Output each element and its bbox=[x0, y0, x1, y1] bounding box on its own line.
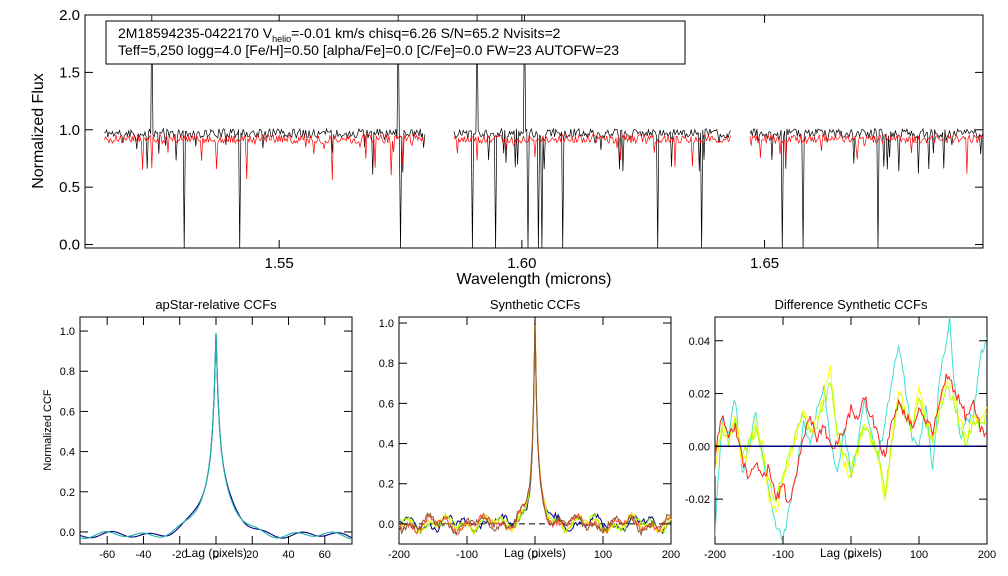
difference-series-diff-yellow bbox=[715, 364, 987, 515]
spectrum-ytick-label: 0.5 bbox=[59, 179, 80, 196]
apstar-xtick-label: 40 bbox=[282, 549, 294, 561]
difference-xtick-label: -200 bbox=[704, 549, 726, 561]
spectrum-frame bbox=[84, 14, 984, 249]
synthetic-xtick-label: 200 bbox=[662, 549, 680, 561]
spectrum-xlabel: Wavelength (microns) bbox=[456, 271, 611, 288]
synthetic-series-ccf-e bbox=[398, 321, 671, 537]
apstar-ytick-label: 1.0 bbox=[60, 326, 75, 338]
difference-frame bbox=[714, 316, 988, 545]
synthetic-xtick-label: 0 bbox=[532, 549, 538, 561]
difference-ytick-label: 0.04 bbox=[689, 336, 710, 348]
apstar-axes: -60 -40 -20 0 20 40 60 0.0 0.2 0.4 0.6 0.8 1.0 bbox=[60, 317, 352, 561]
synthetic-ytick-label: 0.6 bbox=[379, 398, 394, 410]
synthetic-xtick-label: -200 bbox=[388, 549, 410, 561]
difference-ytick-label: -0.02 bbox=[685, 494, 710, 506]
difference-axes: -200 -100 0 100 200 -0.02 0.00 0.02 0.04 bbox=[685, 317, 996, 561]
apstar-ytick-label: 0.8 bbox=[60, 366, 75, 378]
spectrum-panel: 1.55 1.60 1.65 0.0 0.5 1.0 1.5 2.0 Wavelength (… bbox=[30, 7, 984, 288]
synthetic-xtick-label: 100 bbox=[594, 549, 612, 561]
apstar-xtick-label: 60 bbox=[319, 549, 331, 561]
info-box: 2M18594235-0422170 Vhelio=-0.01 km/s chi… bbox=[105, 20, 686, 65]
spectrum-xtick-label: 1.55 bbox=[265, 255, 294, 272]
info-line-1-sub: helio bbox=[272, 34, 291, 44]
synthetic-ccf-panel: Synthetic CCFs -200 -100 0 100 200 0.0 0.2 0.4 0… bbox=[379, 297, 680, 561]
difference-xlabel: Lag (pixels) bbox=[820, 546, 882, 560]
difference-lines bbox=[715, 317, 987, 541]
spectrum-xtick-label: 1.65 bbox=[750, 255, 779, 272]
spectrum-lines bbox=[104, 15, 983, 248]
apstar-ccf-panel: apStar-relative CCFs -60 -40 -20 0 20 40 60 0.0… bbox=[42, 297, 353, 561]
synthetic-ytick-label: 0.8 bbox=[379, 358, 394, 370]
info-line-1-b: =-0.01 km/s chisq=6.26 S/N=65.2 Nvisits=… bbox=[291, 25, 560, 41]
spectrum-ylabel: Normalized Flux bbox=[30, 73, 47, 189]
apstar-xtick-label: 0 bbox=[213, 549, 219, 561]
spectrum-series-model bbox=[104, 133, 983, 181]
spectrum-ytick-label: 1.5 bbox=[59, 64, 80, 81]
apstar-ytick-label: 0.2 bbox=[60, 487, 75, 499]
info-line-2: Teff=5,250 logg=4.0 [Fe/H]=0.50 [alpha/F… bbox=[118, 42, 619, 58]
spectrum-ytick-label: 2.0 bbox=[59, 7, 80, 24]
apstar-xtick-label: 20 bbox=[246, 549, 258, 561]
apstar-series-ccf-1 bbox=[79, 333, 353, 539]
apstar-series-ccf-2 bbox=[79, 333, 353, 540]
apstar-xtick-label: -40 bbox=[136, 549, 152, 561]
difference-xtick-label: 200 bbox=[978, 549, 996, 561]
difference-xtick-label: 100 bbox=[910, 549, 928, 561]
synthetic-lines bbox=[398, 318, 672, 537]
synthetic-xtick-label: -100 bbox=[456, 549, 478, 561]
apstar-ytick-label: 0.4 bbox=[60, 447, 75, 459]
synthetic-ytick-label: 0.0 bbox=[379, 519, 394, 531]
spectrum-ytick-label: 0.0 bbox=[59, 237, 80, 254]
apstar-lines bbox=[79, 333, 353, 540]
difference-xtick-label: -100 bbox=[772, 549, 794, 561]
difference-ytick-label: 0.02 bbox=[689, 389, 710, 401]
difference-series-diff-lime bbox=[715, 382, 987, 503]
synthetic-axes: -200 -100 0 100 200 0.0 0.2 0.4 0.6 0.8 1.0 bbox=[379, 317, 680, 561]
difference-title: Difference Synthetic CCFs bbox=[775, 297, 928, 312]
info-box-frame bbox=[105, 20, 686, 65]
spectrum-clipped bbox=[104, 15, 983, 248]
synthetic-ytick-label: 0.2 bbox=[379, 479, 394, 491]
apstar-title: apStar-relative CCFs bbox=[155, 297, 277, 312]
difference-series-diff-turquoise bbox=[715, 317, 987, 541]
info-line-1-a: 2M18594235-0422170 V bbox=[118, 25, 273, 41]
difference-series-diff-red bbox=[715, 373, 987, 503]
spectrum-xtick-label: 1.60 bbox=[507, 255, 536, 272]
difference-clipped bbox=[715, 317, 987, 541]
difference-ytick-label: 0.00 bbox=[689, 441, 710, 453]
synthetic-series-ccf-a bbox=[398, 322, 672, 535]
apstar-xtick-label: -60 bbox=[99, 549, 115, 561]
apstar-ytick-label: 0.6 bbox=[60, 406, 75, 418]
spectrum-axes: 1.55 1.60 1.65 0.0 0.5 1.0 1.5 2.0 bbox=[59, 7, 983, 272]
apstar-ylabel: Normalized CCF bbox=[42, 389, 54, 471]
spectrum-ytick-label: 1.0 bbox=[59, 122, 80, 139]
synthetic-ytick-label: 0.4 bbox=[379, 439, 394, 451]
apstar-ytick-label: 0.0 bbox=[60, 527, 75, 539]
synthetic-series-ccf-c bbox=[398, 320, 672, 536]
synthetic-ytick-label: 1.0 bbox=[379, 318, 394, 330]
apstar-xtick-label: -20 bbox=[172, 549, 188, 561]
info-line-1: 2M18594235-0422170 Vhelio=-0.01 km/s chi… bbox=[118, 25, 561, 44]
difference-ccf-panel: Difference Synthetic CCFs -200 -100 0 100 20… bbox=[685, 297, 996, 561]
synthetic-xlabel: Lag (pixels) bbox=[504, 546, 566, 560]
synthetic-title: Synthetic CCFs bbox=[490, 297, 581, 312]
apstar-xlabel: Lag (pixels) bbox=[185, 546, 247, 560]
difference-xtick-label: 0 bbox=[848, 549, 854, 561]
